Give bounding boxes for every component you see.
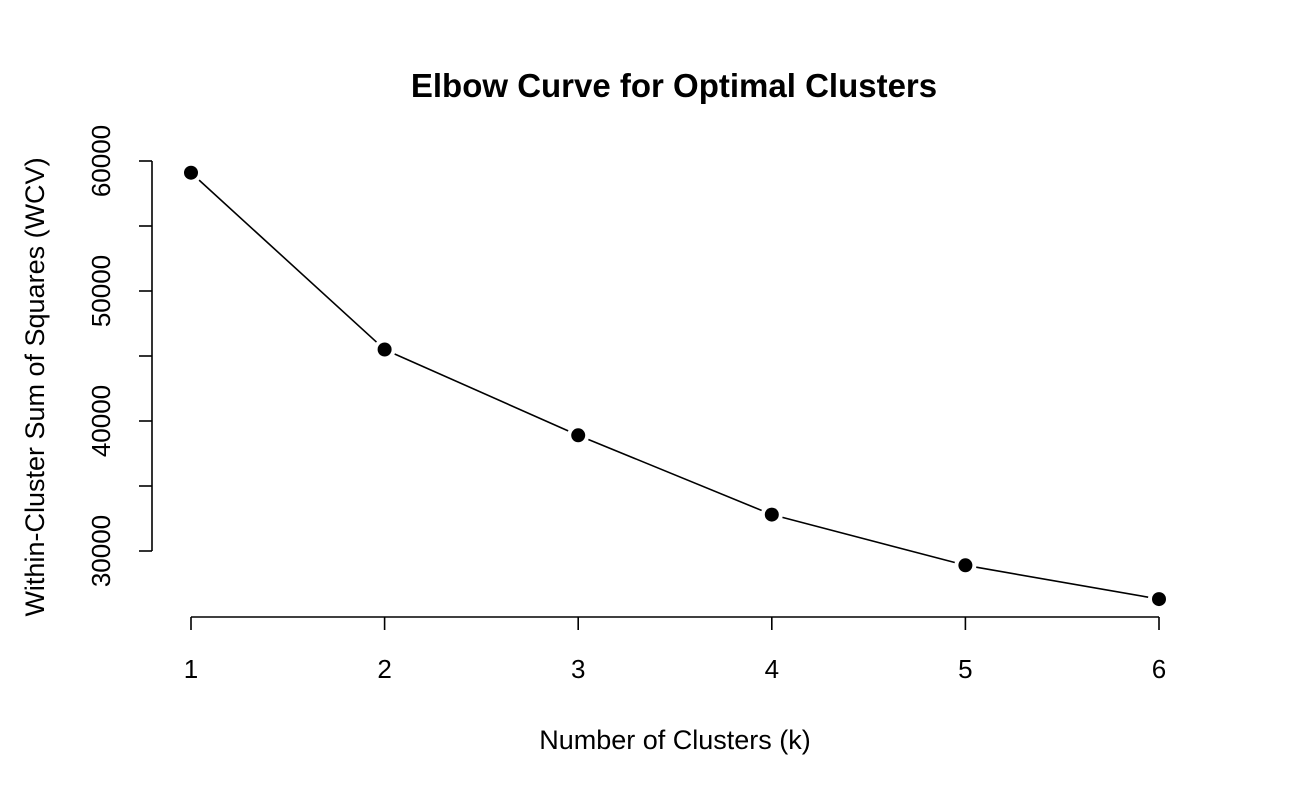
y-tick-label: 50000	[86, 255, 116, 327]
chart-title: Elbow Curve for Optimal Clusters	[411, 67, 937, 104]
series-line-segment	[782, 516, 955, 564]
y-axis-label: Within-Cluster Sum of Squares (WCV)	[20, 157, 50, 616]
y-axis: 30000 40000 50000 60000	[86, 125, 153, 587]
series-wcv	[184, 165, 1166, 607]
data-point	[764, 507, 779, 522]
x-tick-label: 4	[765, 654, 779, 684]
data-point	[1152, 592, 1166, 607]
x-tick-label: 5	[958, 654, 972, 684]
series-line-segment	[198, 179, 378, 343]
data-point	[958, 558, 973, 573]
data-point	[184, 165, 198, 180]
y-tick-label: 60000	[86, 125, 116, 197]
x-tick-label: 3	[571, 654, 585, 684]
series-line-segment	[976, 566, 1149, 598]
x-axis: 1 2 3 4 5 6	[184, 616, 1166, 684]
data-point	[377, 342, 392, 357]
series-line-segment	[588, 438, 762, 512]
y-tick-label: 30000	[86, 515, 116, 587]
y-tick-label: 40000	[86, 385, 116, 457]
data-point	[571, 428, 586, 443]
x-tick-label: 1	[184, 654, 198, 684]
x-axis-label: Number of Clusters (k)	[539, 725, 811, 755]
x-tick-label: 2	[377, 654, 391, 684]
series-line-segment	[394, 353, 569, 432]
x-tick-label: 6	[1152, 654, 1166, 684]
